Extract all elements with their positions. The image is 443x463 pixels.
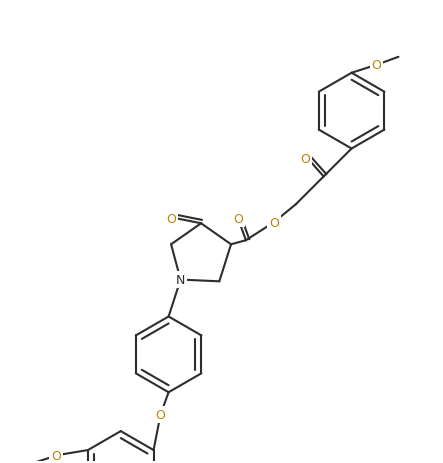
Text: O: O — [300, 153, 310, 166]
Text: N: N — [176, 274, 185, 287]
Text: O: O — [51, 449, 61, 462]
Text: O: O — [372, 59, 381, 72]
Text: O: O — [155, 408, 166, 421]
Text: O: O — [269, 216, 279, 229]
Text: O: O — [166, 213, 176, 225]
Text: O: O — [233, 213, 243, 225]
